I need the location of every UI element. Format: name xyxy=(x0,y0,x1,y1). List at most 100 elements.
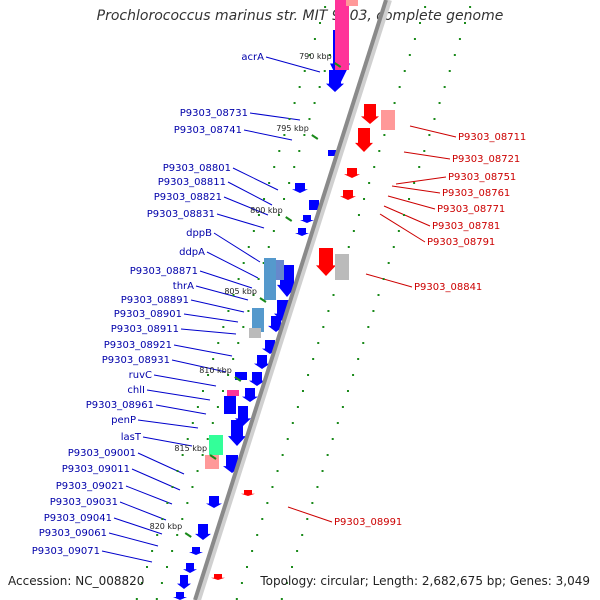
genome-backbone-shadow xyxy=(195,0,392,600)
left-label-leader xyxy=(113,517,163,535)
gene-label-left: P9303_08891 xyxy=(121,295,189,306)
map-title: Prochlorococcus marinus str. MIT 9303, c… xyxy=(96,8,504,24)
reverse-gene xyxy=(344,168,360,178)
track-dot xyxy=(413,182,416,184)
track-dot xyxy=(419,22,422,24)
left-label-leader xyxy=(190,299,245,313)
track-dot xyxy=(327,310,330,312)
gene-label-left: ruvC xyxy=(129,370,152,381)
gene-label-right: P9303_08791 xyxy=(427,237,495,248)
left-label-leader xyxy=(183,313,239,323)
track-dot xyxy=(464,22,467,24)
track-dot xyxy=(135,598,138,600)
ruler-tick xyxy=(285,216,293,222)
ruler-tick-label: 815 kbp xyxy=(174,444,207,453)
accession-text: Accession: NC_008820 xyxy=(8,574,145,588)
right-label-leader xyxy=(387,195,436,210)
gene-label-left: P9303_09061 xyxy=(39,528,107,539)
left-label-leader xyxy=(216,213,265,229)
track-dot xyxy=(216,406,219,408)
track-dot xyxy=(221,390,224,392)
track-dot xyxy=(318,86,321,88)
gene-label-left: thrA xyxy=(173,281,194,292)
track-dot xyxy=(212,358,215,360)
track-dot xyxy=(428,134,431,136)
track-dot xyxy=(176,470,179,472)
track-dot xyxy=(151,550,154,552)
left-label-leader xyxy=(142,436,193,447)
forward-gene-steel xyxy=(276,260,284,280)
forward-gene xyxy=(249,372,265,386)
track-dot xyxy=(316,486,319,488)
left-label-leader xyxy=(153,374,217,387)
track-dot xyxy=(207,374,210,376)
right-label-leader xyxy=(395,176,447,185)
ruler-tick-label: 820 kbp xyxy=(150,522,183,531)
forward-gene xyxy=(183,563,197,573)
gene-label-right: P9303_08751 xyxy=(448,172,516,183)
track-dot xyxy=(181,454,184,456)
track-dot xyxy=(397,230,400,232)
gene-label-left: P9303_08901 xyxy=(114,309,182,320)
right-label-leader xyxy=(391,185,441,194)
track-dot xyxy=(307,374,310,376)
track-dot xyxy=(453,54,456,56)
track-dot xyxy=(281,454,284,456)
gene-label-left: P9303_09071 xyxy=(32,546,100,557)
gene-label-left: dppB xyxy=(186,228,212,239)
track-dot xyxy=(263,198,266,200)
track-dot xyxy=(266,502,269,504)
track-dot xyxy=(257,278,260,280)
track-dot xyxy=(283,198,286,200)
track-dot xyxy=(372,310,375,312)
track-dot xyxy=(247,246,250,248)
track-dot xyxy=(166,502,169,504)
track-dot xyxy=(346,390,349,392)
forward-gene xyxy=(228,420,246,446)
track-dot xyxy=(363,198,366,200)
track-dot xyxy=(140,582,143,584)
gene-label-left: P9303_08801 xyxy=(163,163,231,174)
gene-label-left: P9303_09001 xyxy=(68,448,136,459)
forward-gene xyxy=(206,496,222,508)
track-dot xyxy=(222,326,225,328)
left-label-leader xyxy=(171,359,227,373)
ruler-tick-label: 800 kbp xyxy=(250,206,283,215)
track-dot xyxy=(146,566,149,568)
right-label-leader xyxy=(403,151,451,160)
left-label-leader xyxy=(180,328,237,335)
track-dot xyxy=(291,566,294,568)
forward-gene-magenta xyxy=(335,0,349,70)
left-label-leader xyxy=(108,532,159,547)
track-dot xyxy=(296,406,299,408)
track-dot xyxy=(262,262,265,264)
ruler-tick xyxy=(311,134,319,140)
track-dot xyxy=(308,118,311,120)
track-dot xyxy=(155,598,158,600)
track-dot xyxy=(424,6,427,8)
genome-backbone xyxy=(193,0,388,600)
forward-gene xyxy=(195,524,211,540)
gene-label-right: P9303_08991 xyxy=(334,517,402,528)
track-dot xyxy=(276,470,279,472)
track-dot xyxy=(278,150,281,152)
forward-gene xyxy=(173,592,187,600)
track-dot xyxy=(160,582,163,584)
track-dot xyxy=(176,534,179,536)
ruler-tick xyxy=(234,376,242,382)
track-dot xyxy=(387,262,390,264)
gene-label-left: P9303_08811 xyxy=(158,177,226,188)
track-dot xyxy=(392,246,395,248)
track-dot xyxy=(242,326,245,328)
gene-label-left: P9303_08831 xyxy=(147,209,215,220)
forward-gene-small xyxy=(224,396,236,414)
forward-gene-small xyxy=(309,200,319,210)
gene-label-left: penP xyxy=(111,415,136,426)
right-label-leader xyxy=(365,273,413,288)
track-dot xyxy=(393,102,396,104)
track-dot xyxy=(317,342,320,344)
left-label-leader xyxy=(249,112,301,121)
reverse-gene xyxy=(340,190,356,200)
gene-label-left: chlI xyxy=(127,385,145,396)
